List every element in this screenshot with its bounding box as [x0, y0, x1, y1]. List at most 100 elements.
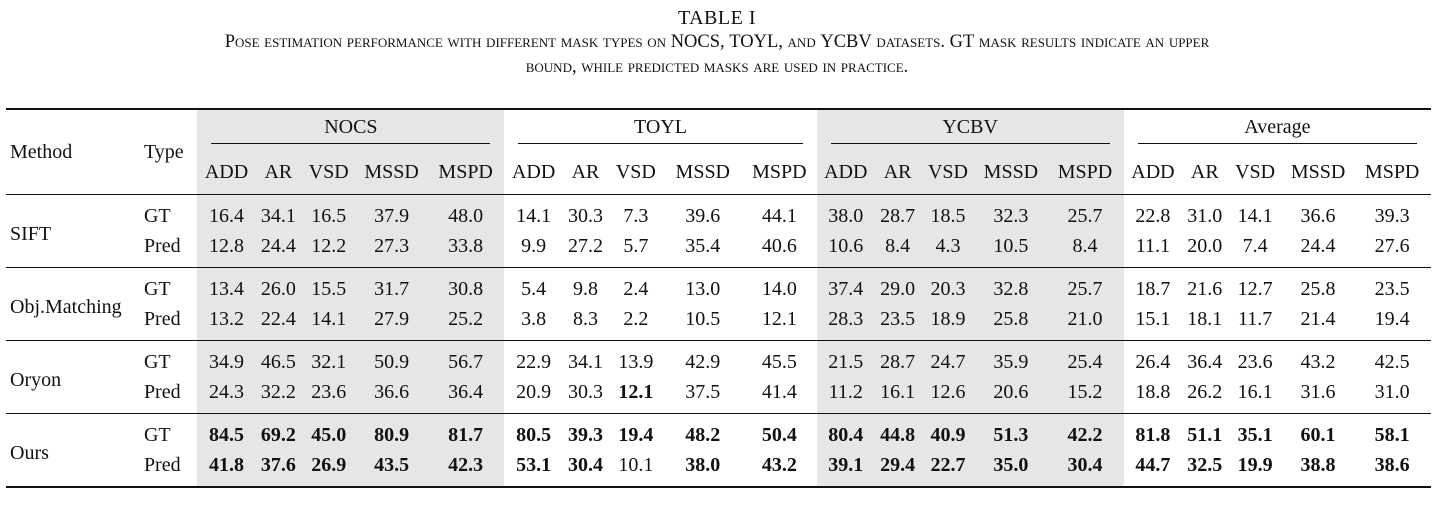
value-cell: 21.0 — [1046, 304, 1124, 341]
value-cell: 14.1 — [1227, 194, 1283, 231]
value-cell: 10.1 — [618, 453, 654, 476]
value-cell: 40.6 — [761, 234, 797, 257]
type-cell: Pred — [143, 234, 181, 257]
value-cell: 84.5 — [197, 413, 256, 450]
value-cell: 22.4 — [255, 304, 302, 341]
value-cell: 36.6 — [1282, 194, 1354, 231]
value-cell: 30.8 — [426, 267, 505, 304]
header-metric: MSPD — [1364, 160, 1420, 183]
value-cell: 40.9 — [920, 413, 976, 450]
value-cell: 42.3 — [426, 450, 505, 486]
value-cell: 30.4 — [1046, 450, 1124, 486]
value-cell: 22.8 — [1123, 194, 1183, 231]
value-cell: 24.4 — [1300, 234, 1336, 257]
value-cell: 46.5 — [255, 340, 302, 377]
value-cell: 9.9 — [521, 234, 547, 257]
value-cell: 31.7 — [356, 267, 427, 304]
value-cell: 12.7 — [1227, 267, 1283, 304]
header-metric: ADD — [197, 150, 256, 195]
method-cell: Oryon — [6, 340, 142, 414]
value-cell: 22.9 — [504, 340, 563, 377]
type-cell: GT — [141, 267, 198, 304]
value-cell: 34.9 — [197, 340, 256, 377]
value-cell: 37.6 — [255, 450, 302, 486]
value-cell: 29.4 — [874, 450, 921, 486]
value-cell: 8.4 — [874, 231, 921, 268]
table-row: Oryon GT 34.9 46.5 32.1 50.9 56.7 22.9 34.1 13.9 4… — [6, 340, 1431, 414]
value-cell: 27.3 — [356, 231, 427, 268]
value-cell: 25.8 — [975, 304, 1047, 341]
table-row: Pred 41.8 37.6 26.9 43.5 42.3 53.1 30.4 10.1 38.0… — [6, 450, 1431, 486]
value-cell: 18.8 — [1135, 380, 1171, 403]
value-cell: 80.5 — [504, 413, 563, 450]
value-cell: 22.7 — [920, 450, 976, 486]
value-cell: 44.7 — [1135, 453, 1171, 476]
header-group-row: Method Type NOCS TOYL YCBV Average — [6, 108, 1431, 195]
table-row: SIFT GT 16.4 34.1 16.5 37.9 48.0 14.1 30.3 7.3 39.… — [6, 194, 1431, 268]
caption-line-1: Pose estimation performance with differe… — [224, 32, 1210, 52]
value-cell: 24.7 — [920, 340, 976, 377]
value-cell: 39.1 — [816, 450, 875, 486]
header-metric: VSD — [920, 150, 976, 195]
header-metric: MSSD — [675, 160, 731, 183]
value-cell: 38.0 — [816, 194, 875, 231]
results-table: Method Type NOCS TOYL YCBV Average ADD AR… — [6, 108, 1431, 488]
value-cell: 39.3 — [562, 413, 609, 450]
value-cell: 32.2 — [255, 377, 302, 414]
value-cell: 34.1 — [255, 194, 302, 231]
value-cell: 38.0 — [685, 453, 721, 476]
value-cell: 28.7 — [874, 194, 921, 231]
table-row: Pred 24.3 32.2 23.6 36.6 36.4 20.9 30.3 12.1 37.5… — [6, 377, 1431, 414]
header-metric: ADD — [816, 150, 875, 195]
value-cell: 44.8 — [874, 413, 921, 450]
value-cell: 45.0 — [301, 413, 357, 450]
value-cell: 21.4 — [1300, 307, 1336, 330]
header-metric: MSPD — [426, 150, 505, 195]
value-cell: 16.5 — [301, 194, 357, 231]
value-cell: 31.0 — [1374, 380, 1410, 403]
value-cell: 13.9 — [608, 340, 664, 377]
value-cell: 12.1 — [761, 307, 797, 330]
value-cell: 11.7 — [1237, 307, 1273, 330]
value-cell: 35.1 — [1227, 413, 1283, 450]
value-cell: 41.8 — [197, 450, 256, 486]
header-metric: MSSD — [1290, 160, 1346, 183]
value-cell: 23.5 — [874, 304, 921, 341]
value-cell: 13.4 — [197, 267, 256, 304]
value-cell: 25.8 — [1282, 267, 1354, 304]
value-cell: 28.7 — [874, 340, 921, 377]
value-cell: 19.9 — [1237, 453, 1273, 476]
value-cell: 35.9 — [975, 340, 1047, 377]
value-cell: 32.1 — [301, 340, 357, 377]
value-cell: 10.6 — [816, 231, 875, 268]
type-cell: GT — [141, 340, 198, 377]
value-cell: 30.3 — [567, 380, 603, 403]
value-cell: 25.4 — [1046, 340, 1124, 377]
value-cell: 12.2 — [301, 231, 357, 268]
value-cell: 16.4 — [197, 194, 256, 231]
value-cell: 31.0 — [1182, 194, 1228, 231]
value-cell: 48.0 — [426, 194, 505, 231]
value-cell: 37.4 — [816, 267, 875, 304]
value-cell: 8.4 — [1046, 231, 1124, 268]
value-cell: 48.2 — [663, 413, 743, 450]
value-cell: 37.5 — [685, 380, 721, 403]
value-cell: 36.4 — [426, 377, 505, 414]
value-cell: 32.8 — [975, 267, 1047, 304]
type-cell: Pred — [143, 307, 181, 330]
value-cell: 39.3 — [1353, 194, 1431, 231]
value-cell: 51.1 — [1182, 413, 1228, 450]
table-body: SIFT GT 16.4 34.1 16.5 37.9 48.0 14.1 30.3 7.3 39.… — [6, 194, 1431, 486]
method-cell: SIFT — [6, 194, 142, 268]
value-cell: 3.8 — [521, 307, 547, 330]
type-cell: Pred — [143, 453, 181, 476]
value-cell: 4.3 — [920, 231, 976, 268]
value-cell: 24.3 — [197, 377, 256, 414]
type-cell: GT — [141, 194, 198, 231]
value-cell: 30.3 — [562, 194, 609, 231]
table-title: TABLE I — [678, 7, 756, 29]
value-cell: 18.1 — [1187, 307, 1223, 330]
value-cell: 12.1 — [618, 380, 654, 403]
value-cell: 19.4 — [1374, 307, 1410, 330]
value-cell: 43.2 — [761, 453, 797, 476]
